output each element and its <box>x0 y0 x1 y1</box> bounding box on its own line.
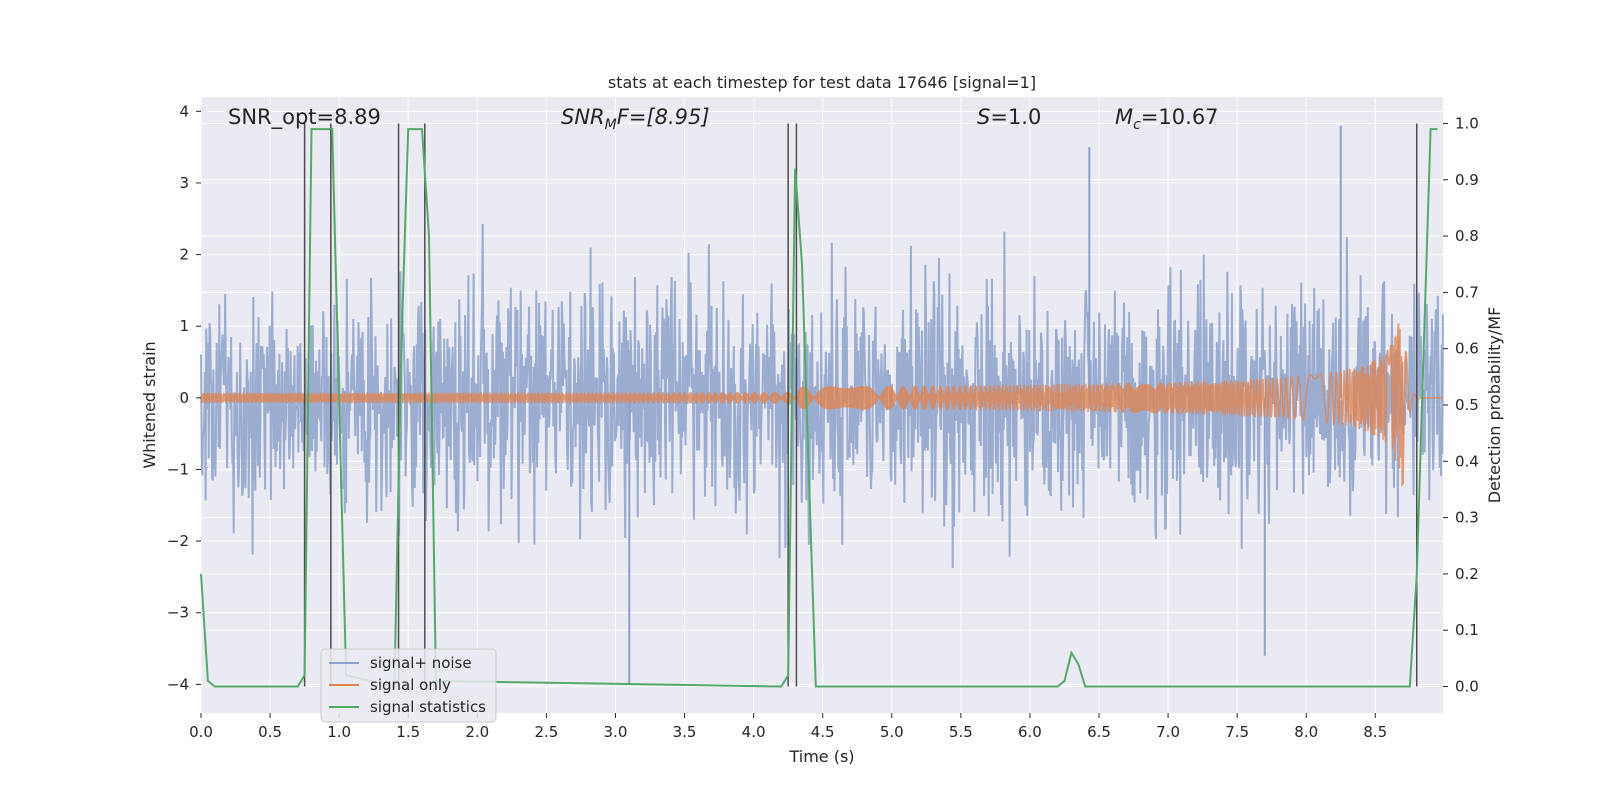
y-tick-label-left: 0 <box>179 389 189 407</box>
y-tick-label-left: 3 <box>179 174 189 192</box>
x-tick-label: 4.0 <box>742 723 766 741</box>
y-tick-label-right: 0.1 <box>1455 621 1479 639</box>
x-tick-label: 5.0 <box>880 723 904 741</box>
annotation-snr-mf: SNRMF=[8.95] <box>561 105 710 133</box>
y-axis-label-right: Detection probability/MF <box>1485 307 1504 504</box>
legend: signal+ noise signal only signal statist… <box>320 648 497 723</box>
x-tick-label: 3.0 <box>604 723 628 741</box>
y-tick-label-right: 0.8 <box>1455 227 1479 245</box>
annotation-snr-opt: SNR_opt=8.89 <box>228 105 381 130</box>
x-tick-label: 8.0 <box>1294 723 1318 741</box>
y-ticks-left: 4 3 2 1 0 −1 −2 −3 −4 <box>167 102 201 693</box>
x-tick-label: 7.5 <box>1225 723 1249 741</box>
x-tick-label: 3.5 <box>673 723 697 741</box>
legend-box <box>320 648 497 723</box>
y-tick-label-right: 0.7 <box>1455 283 1479 301</box>
x-tick-label: 1.5 <box>396 723 420 741</box>
noise-trace <box>200 223 1444 568</box>
series-signal-plus-noise <box>200 125 1444 685</box>
y-tick-label-left: 2 <box>179 246 189 264</box>
y-tick-label-right: 0.3 <box>1455 509 1479 527</box>
x-tick-label: 2.0 <box>465 723 489 741</box>
marker-lines <box>303 123 1418 687</box>
x-ticks: 0.0 0.5 1.0 1.5 2.0 2.5 3.0 3.5 4.0 4.5 5.0 5.5 6.0 6… <box>189 713 1387 741</box>
legend-label-signal-only: signal only <box>370 676 451 694</box>
y-tick-label-left: −1 <box>167 460 189 478</box>
y-tick-label-right: 1.0 <box>1455 114 1479 132</box>
chart-title: stats at each timestep for test data 176… <box>608 73 1036 92</box>
y-tick-label-left: 1 <box>179 317 189 335</box>
x-tick-label: 0.5 <box>258 723 282 741</box>
y-tick-label-left: −3 <box>167 604 189 622</box>
legend-label-signal-statistics: signal statistics <box>370 698 486 716</box>
x-tick-label: 6.0 <box>1018 723 1042 741</box>
y-tick-label-right: 0.6 <box>1455 340 1479 358</box>
y-tick-label-left: 4 <box>179 102 189 120</box>
legend-label-signal-plus-noise: signal+ noise <box>370 654 472 672</box>
x-tick-label: 1.0 <box>327 723 351 741</box>
x-tick-label: 8.5 <box>1363 723 1387 741</box>
x-tick-label: 4.5 <box>811 723 835 741</box>
x-tick-label: 0.0 <box>189 723 213 741</box>
x-tick-label: 6.5 <box>1087 723 1111 741</box>
y-tick-label-right: 0.9 <box>1455 171 1479 189</box>
y-tick-label-right: 0.2 <box>1455 565 1479 583</box>
x-axis-label: Time (s) <box>788 747 854 766</box>
annotation-s: S=1.0 <box>977 105 1041 129</box>
y-tick-label-right: 0.0 <box>1455 678 1479 696</box>
y-ticks-right: 1.0 0.9 0.8 0.7 0.6 0.5 0.4 0.3 0.2 0.1 0.0 <box>1443 114 1479 696</box>
signal-trace <box>200 323 1443 487</box>
x-tick-label: 5.5 <box>949 723 973 741</box>
y-tick-label-left: −4 <box>167 675 189 693</box>
y-tick-label-right: 0.5 <box>1455 396 1479 414</box>
y-tick-label-left: −2 <box>167 532 189 550</box>
x-tick-label: 7.0 <box>1156 723 1180 741</box>
x-tick-label: 2.5 <box>534 723 558 741</box>
annotation-mc: Mc=10.67 <box>1115 105 1219 133</box>
y-axis-label-left: Whitened strain <box>140 341 159 468</box>
series-signal-only <box>200 323 1443 487</box>
y-tick-label-right: 0.4 <box>1455 452 1479 470</box>
